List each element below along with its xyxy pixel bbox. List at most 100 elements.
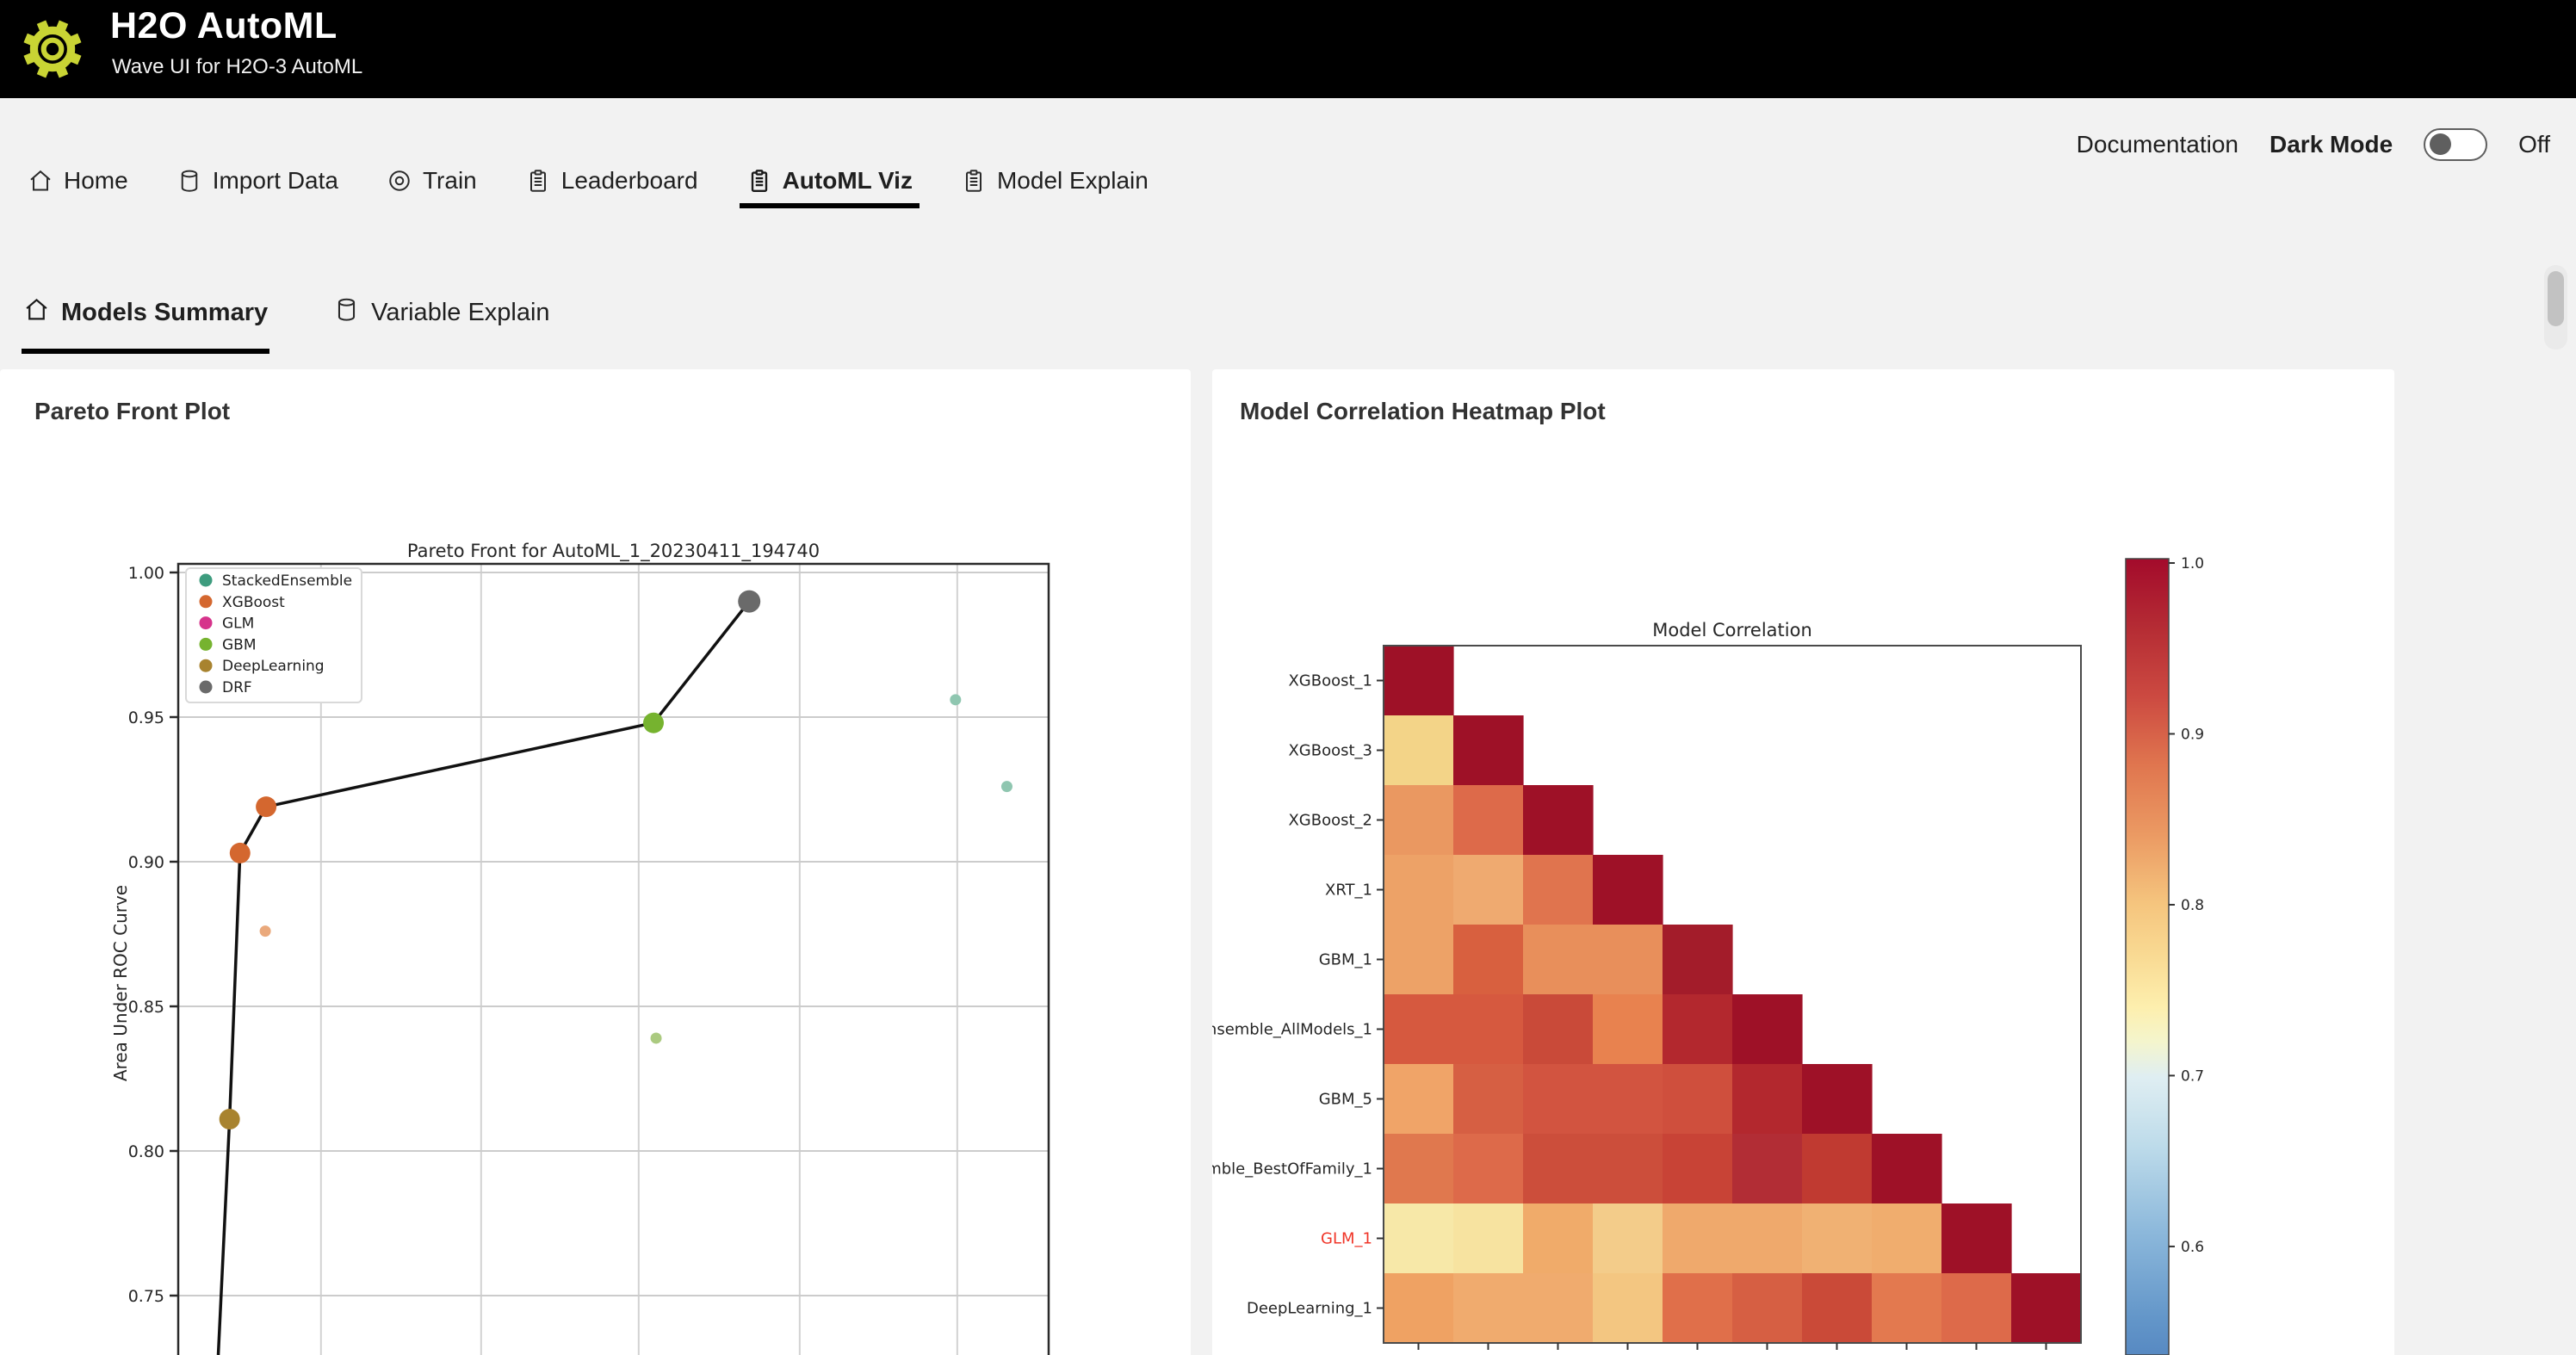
- heatmap-cell: [1732, 1064, 1803, 1135]
- clipboard-icon: [525, 168, 551, 194]
- heatmap-cell: [1523, 1203, 1594, 1274]
- home-icon: [23, 296, 50, 330]
- scatter-point: [1000, 781, 1012, 793]
- page-scrollbar-thumb[interactable]: [2548, 271, 2564, 326]
- database-icon: [333, 296, 360, 330]
- subtab-models-summary[interactable]: Models Summary: [22, 284, 270, 354]
- heatmap-colorbar: [2125, 558, 2170, 1355]
- heatmap-cell: [1593, 1134, 1663, 1204]
- heatmap-cell: [1663, 1203, 1733, 1274]
- heatmap-chart-title: Model Correlation: [1652, 620, 1812, 640]
- documentation-link[interactable]: Documentation: [2076, 131, 2239, 158]
- tab-automl-viz[interactable]: AutoML Viz: [739, 167, 920, 208]
- heatmap-row-label: DeepLearning_1: [1247, 1300, 1372, 1318]
- colorbar-tick: 0.6: [2181, 1239, 2204, 1256]
- heatmap-cell: [1523, 785, 1594, 856]
- app-subtitle: Wave UI for H2O-3 AutoML: [112, 55, 363, 78]
- heatmap-row-label: XGBoost_3: [1288, 742, 1372, 760]
- tab-label: Train: [422, 167, 477, 194]
- heatmap-cell: [1802, 1064, 1873, 1135]
- colorbar-tick: 1.0: [2181, 555, 2204, 572]
- pareto-ylabel: Area Under ROC Curve: [110, 885, 131, 1081]
- heatmap-cell: [1593, 994, 1663, 1065]
- heatmap-cell: [1802, 1134, 1873, 1204]
- tab-home[interactable]: Home: [28, 167, 128, 195]
- subtab-label: Models Summary: [61, 299, 269, 326]
- legend-marker: [199, 573, 213, 587]
- heatmap-cell: [1453, 785, 1524, 856]
- gear-logo-icon: [23, 20, 82, 78]
- heatmap-card-title: Model Correlation Heatmap Plot: [1240, 398, 1606, 424]
- heatmap-cell: [1593, 925, 1663, 995]
- dark-mode-label: Dark Mode: [2269, 131, 2393, 158]
- heatmap-cell: [1384, 1273, 1454, 1344]
- clipboard-icon: [961, 168, 987, 194]
- app-title: H2O AutoML: [110, 5, 337, 46]
- toggle-state-label: Off: [2518, 131, 2550, 158]
- tab-label: Home: [64, 167, 128, 194]
- pareto-card-title: Pareto Front Plot: [34, 398, 231, 424]
- scatter-point: [950, 694, 962, 706]
- heatmap-cell: [1593, 1203, 1663, 1274]
- heatmap-cell: [1453, 1273, 1524, 1344]
- pareto-ytick: 0.95: [128, 708, 164, 727]
- heatmap-cell: [1663, 1273, 1733, 1344]
- heatmap-cell: [1384, 1064, 1454, 1135]
- scatter-point: [650, 1032, 662, 1044]
- heatmap-cell: [1802, 1203, 1873, 1274]
- heatmap-cell: [1663, 994, 1733, 1065]
- heatmap-cell: [1384, 1134, 1454, 1204]
- legend-marker: [199, 680, 213, 694]
- heatmap-cell: [1453, 1064, 1524, 1135]
- pareto-ytick: 0.75: [128, 1287, 164, 1306]
- tab-train[interactable]: Train: [387, 167, 477, 195]
- heatmap-cell: [1453, 1134, 1524, 1204]
- pareto-point: [256, 796, 277, 818]
- heatmap-cell: [1453, 855, 1524, 925]
- tab-label: Leaderboard: [560, 167, 698, 194]
- heatmap-cell: [1384, 785, 1454, 856]
- heatmap-cell: [1872, 1203, 1942, 1274]
- tab-label: Import Data: [212, 167, 338, 194]
- heatmap-row-label: GBM_5: [1319, 1091, 1372, 1109]
- legend-label: StackedEnsemble: [222, 572, 352, 590]
- heatmap-cell: [1523, 994, 1594, 1065]
- subtab-variable-explain[interactable]: Variable Explain: [331, 284, 551, 354]
- heatmap-cell: [1663, 925, 1733, 995]
- tab-import-data[interactable]: Import Data: [176, 167, 338, 195]
- dark-mode-toggle[interactable]: [2424, 128, 2488, 161]
- colorbar-tick: 0.7: [2181, 1067, 2204, 1085]
- heatmap-cell: [1453, 715, 1524, 786]
- heatmap-cell: [1941, 1203, 2012, 1274]
- page-scrollbar-track[interactable]: [2544, 265, 2567, 350]
- app-header: H2O AutoML Wave UI for H2O-3 AutoML: [0, 0, 2576, 98]
- heatmap-row-label: StackedEnsemble_BestOfFamily_1: [1212, 1160, 1372, 1179]
- heatmap-row-label: XGBoost_1: [1288, 672, 1372, 690]
- heatmap-cell: [1593, 1273, 1663, 1344]
- pareto-legend-box: [185, 567, 362, 703]
- heatmap-cell: [1523, 855, 1594, 925]
- heatmap-cell: [1732, 1203, 1803, 1274]
- tab-label: AutoML Viz: [782, 167, 913, 194]
- legend-marker: [199, 637, 213, 651]
- pareto-ytick: 1.00: [128, 564, 164, 583]
- heatmap-cell: [1523, 925, 1594, 995]
- tab-model-explain[interactable]: Model Explain: [961, 167, 1149, 195]
- database-icon: [176, 168, 202, 194]
- heatmap-cell: [1523, 1064, 1594, 1135]
- heatmap-cell: [1663, 1064, 1733, 1135]
- heatmap-row-label: StackedEnsemble_AllModels_1: [1212, 1021, 1372, 1039]
- heatmap-cell: [1593, 855, 1663, 925]
- legend-label: GBM: [222, 636, 257, 653]
- tab-leaderboard[interactable]: Leaderboard: [525, 167, 698, 195]
- home-icon: [28, 168, 53, 194]
- sub-nav: Models Summary Variable Explain: [22, 284, 552, 354]
- pareto-point: [229, 842, 251, 863]
- subtab-label: Variable Explain: [371, 299, 550, 326]
- toggle-knob: [2430, 133, 2452, 155]
- heatmap-row-label: XRT_1: [1325, 882, 1372, 900]
- heatmap-cell: [1663, 1134, 1733, 1204]
- nav-right-group: Documentation Dark Mode Off: [2077, 126, 2550, 164]
- legend-label: XGBoost: [222, 594, 285, 611]
- legend-label: GLM: [222, 616, 254, 633]
